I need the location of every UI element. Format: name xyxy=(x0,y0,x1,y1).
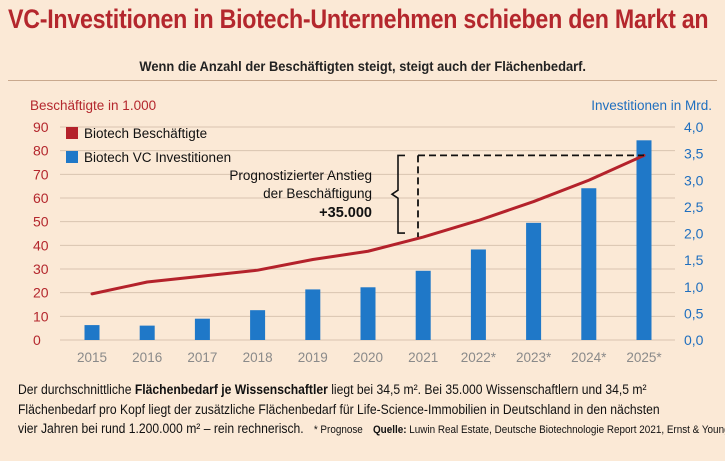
right-tick-label: 4,0 xyxy=(684,119,704,135)
bars xyxy=(84,140,652,340)
forecast-brace xyxy=(390,154,405,234)
investment-bar xyxy=(305,289,321,340)
legend-label-investments: Biotech VC Investitionen xyxy=(84,150,231,165)
annotation-line-1: Prognostizierter Anstieg xyxy=(229,168,372,183)
right-tick-label: 1,5 xyxy=(684,252,704,268)
legend: Biotech Beschäftigte Biotech VC Investit… xyxy=(66,126,231,165)
footer-text: Der durchschnittliche Flächenbedarf je W… xyxy=(18,380,725,441)
chart: Beschäftigte in 1.000 Investitionen in M… xyxy=(30,98,712,365)
left-tick-label: 10 xyxy=(33,308,49,324)
x-tick-label: 2021 xyxy=(408,350,438,365)
investment-bar xyxy=(470,249,486,340)
employees-line xyxy=(90,153,646,296)
left-tick-label: 20 xyxy=(33,285,49,301)
page-title: VC-Investitionen in Biotech-Unternehmen … xyxy=(8,4,709,34)
investment-bar xyxy=(250,310,266,340)
legend-swatch-investments xyxy=(66,151,78,163)
left-tick-label: 60 xyxy=(33,190,49,206)
investment-bar xyxy=(526,222,542,340)
investment-bar xyxy=(581,188,597,340)
right-tick-label: 3,5 xyxy=(684,146,704,162)
right-tick-label: 0,0 xyxy=(684,332,704,348)
x-tick-label: 2020 xyxy=(353,350,383,365)
right-axis-ticks: 4,0 3,5 3,0 2,5 2,0 1,5 1,0 0,5 0,0 xyxy=(684,119,704,348)
left-tick-label: 30 xyxy=(33,261,49,277)
x-axis-ticks: 2015 2016 2017 2018 2019 2020 2021 2022* 2023* 20… xyxy=(77,350,662,365)
x-tick-label: 2018 xyxy=(243,350,273,365)
x-tick-label: 2016 xyxy=(132,350,162,365)
annotation-line-2: der Beschäftigung xyxy=(263,186,372,201)
investment-bar xyxy=(360,287,376,340)
investment-bar xyxy=(194,318,210,340)
left-tick-label: 70 xyxy=(33,166,49,182)
x-tick-label: 2015 xyxy=(77,350,107,365)
left-tick-label: 40 xyxy=(33,237,49,253)
right-tick-label: 1,0 xyxy=(684,279,704,295)
right-tick-label: 2,5 xyxy=(684,199,704,215)
right-tick-label: 3,0 xyxy=(684,172,704,188)
right-tick-label: 2,0 xyxy=(684,226,704,242)
header-divider xyxy=(8,80,717,81)
legend-swatch-employees xyxy=(66,127,78,139)
source-label: Quelle: xyxy=(372,424,407,436)
investment-bar xyxy=(84,325,100,340)
left-tick-label: 80 xyxy=(33,143,49,159)
x-tick-label: 2019 xyxy=(298,350,328,365)
right-tick-label: 0,5 xyxy=(684,305,704,321)
left-axis-label: Beschäftigte in 1.000 xyxy=(30,98,156,113)
investment-bar xyxy=(139,325,155,340)
x-tick-label: 2025* xyxy=(626,350,662,365)
x-tick-label: 2022* xyxy=(461,350,497,365)
forecast-annotation: Prognostizierter Anstieg der Beschäftigu… xyxy=(229,168,372,221)
left-tick-label: 50 xyxy=(33,214,49,230)
left-tick-label: 0 xyxy=(33,332,41,348)
left-tick-label: 90 xyxy=(33,119,49,135)
annotation-value: +35.000 xyxy=(319,205,372,221)
x-tick-label: 2017 xyxy=(187,350,217,365)
page-subtitle: Wenn die Anzahl der Beschäftigten steigt… xyxy=(139,58,586,74)
legend-label-employees: Biotech Beschäftigte xyxy=(84,126,207,141)
forecast-annotation-marks xyxy=(390,154,644,238)
investment-bar xyxy=(636,140,652,340)
right-axis-label: Investitionen in Mrd. xyxy=(591,98,712,113)
investment-bar xyxy=(415,270,431,340)
left-axis-ticks: 90 80 70 60 50 40 30 20 10 0 xyxy=(33,119,49,348)
x-tick-label: 2023* xyxy=(516,350,552,365)
forecast-note: * Prognose xyxy=(313,424,363,436)
source-text: Luwin Real Estate, Deutsche Biotechnolog… xyxy=(406,424,725,436)
x-tick-label: 2024* xyxy=(571,350,607,365)
